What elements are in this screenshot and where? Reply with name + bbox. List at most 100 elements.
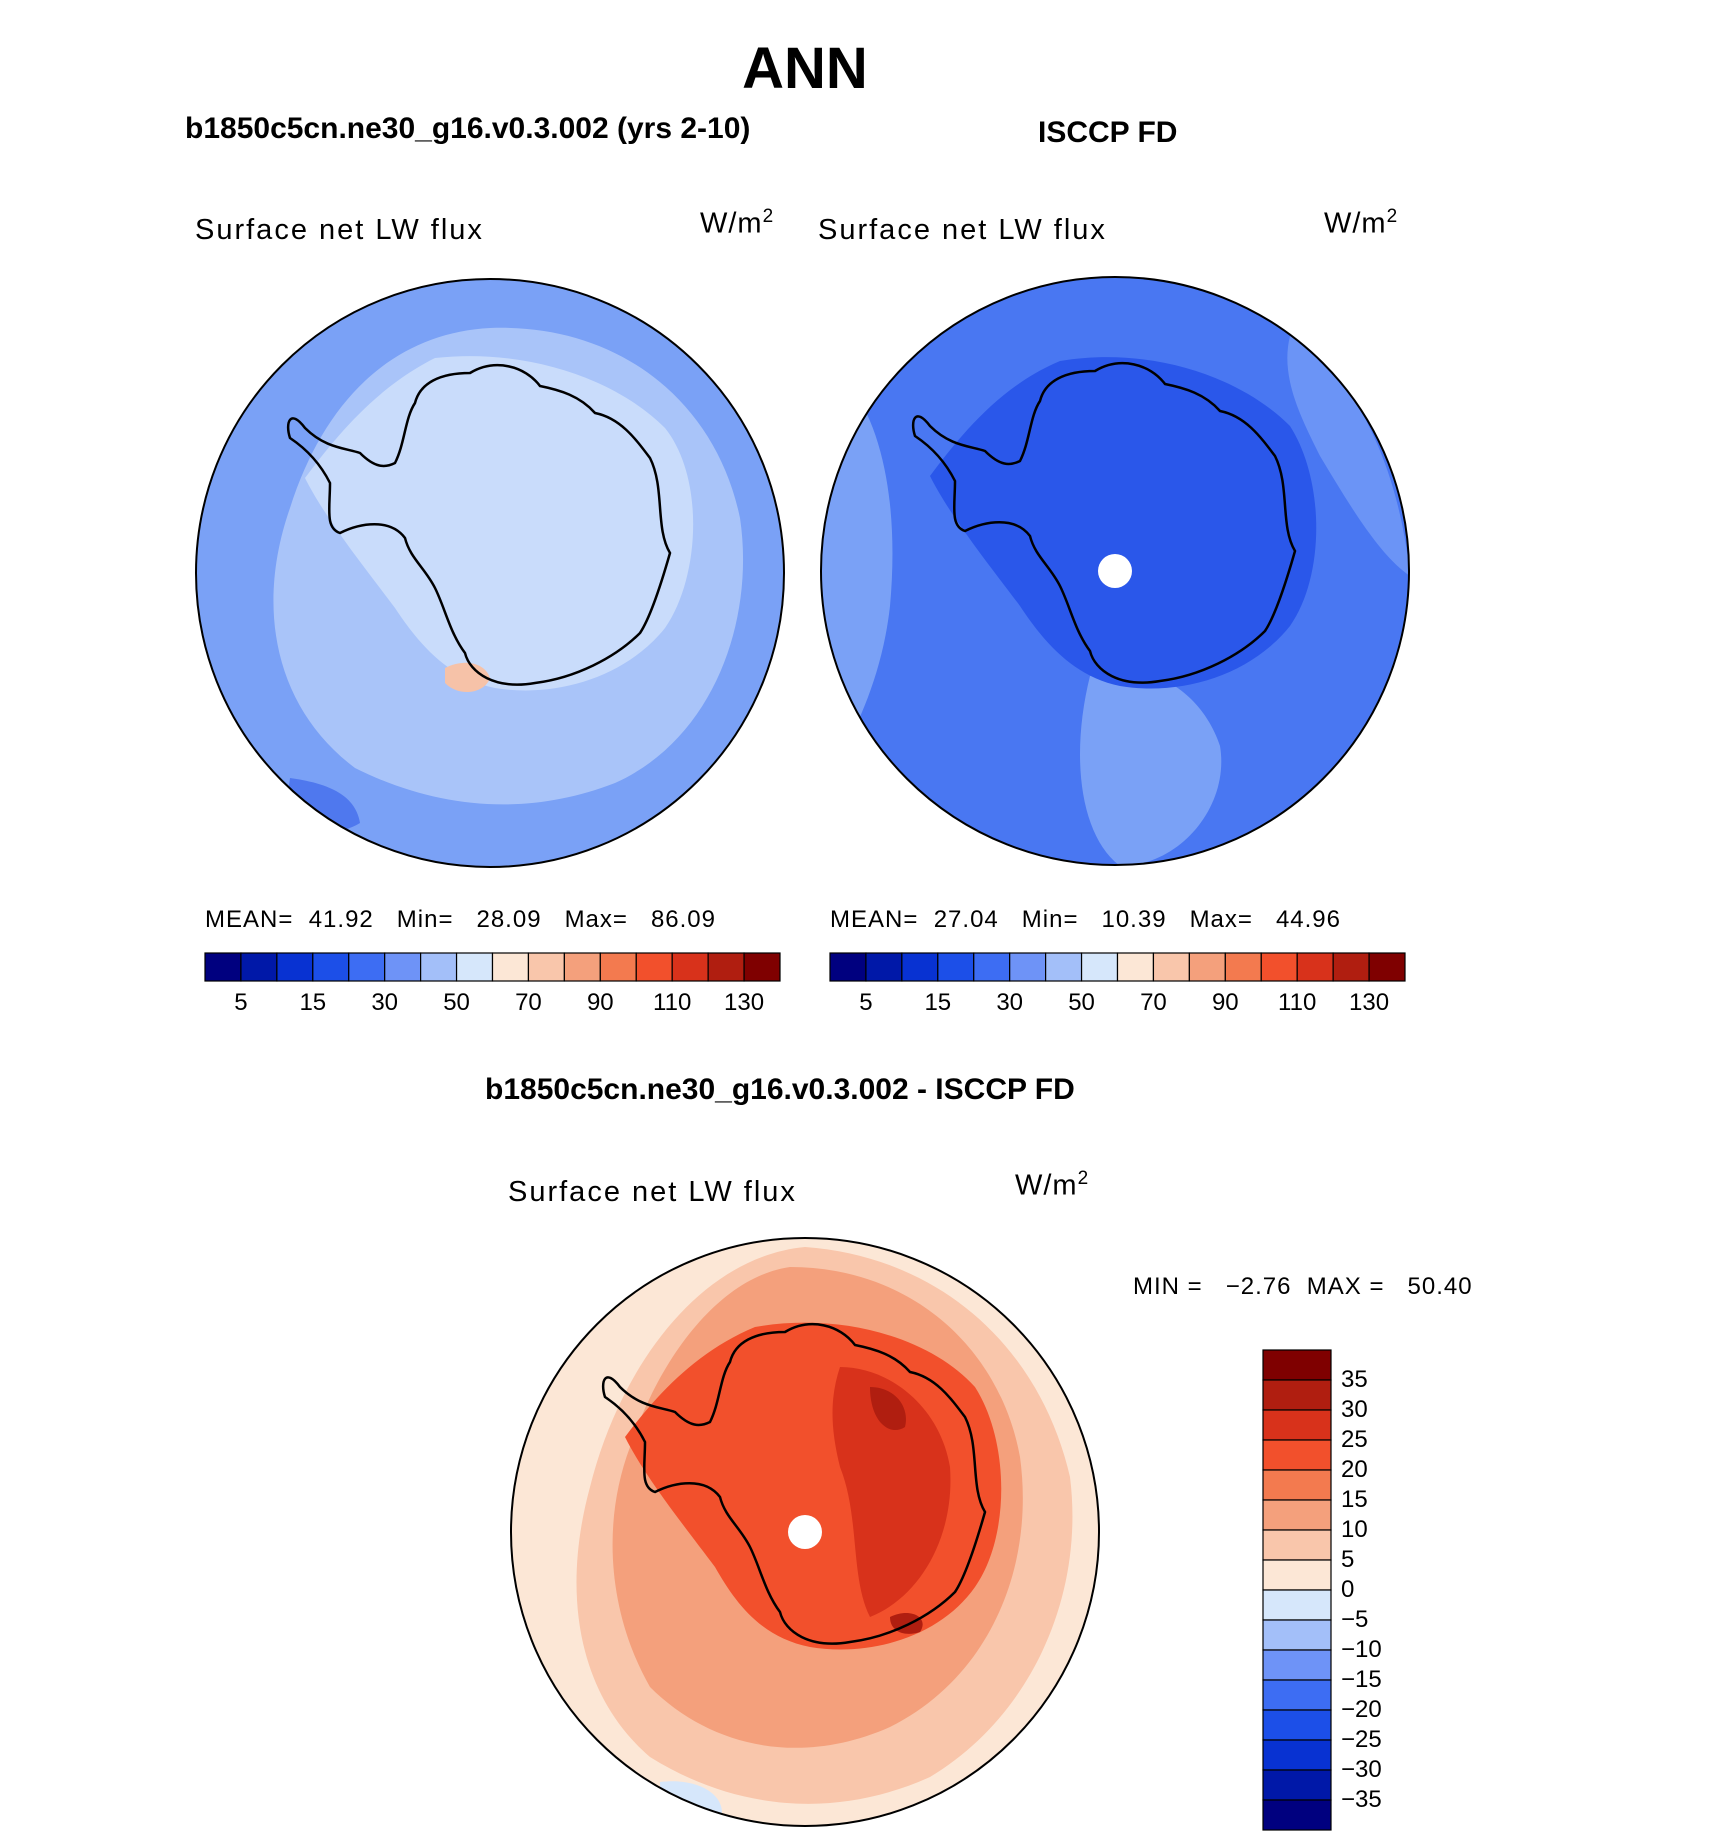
obs-colorbar-box-6	[1045, 952, 1083, 982]
diff-colorbar-tick-label: −20	[1341, 1696, 1382, 1723]
diff-colorbar-box-10	[1262, 1649, 1332, 1681]
model-colorbar-tick-label: 5	[234, 989, 248, 1016]
diff-colorbar-box-11	[1262, 1679, 1332, 1711]
model-colorbar-box-15	[743, 952, 781, 982]
diff-colorbar-tick-label: −15	[1341, 1666, 1382, 1693]
model-colorbar-box-4	[348, 952, 386, 982]
diff-stats: MIN = −2.76 MAX = 50.40	[1133, 1273, 1473, 1300]
model-colorbar-tick-label: 90	[586, 989, 614, 1016]
diff-colorbar-box-6	[1262, 1529, 1332, 1561]
obs-colorbar-box-14	[1332, 952, 1370, 982]
model-polar-map	[195, 278, 785, 868]
model-colorbar-box-12	[635, 952, 673, 982]
diff-colorbar-box-7	[1262, 1559, 1332, 1591]
model-colorbar-box-14	[707, 952, 745, 982]
diff-colorbar-box-2	[1262, 1409, 1332, 1441]
model-case-title: b1850c5cn.ne30_g16.v0.3.002 (yrs 2-10)	[185, 112, 751, 145]
diff-title: b1850c5cn.ne30_g16.v0.3.002 - ISCCP FD	[485, 1073, 1075, 1106]
diff-colorbar-tick-label: 0	[1341, 1576, 1355, 1603]
diff-units: W/m2	[1015, 1168, 1090, 1202]
obs-colorbar-box-2	[901, 952, 939, 982]
obs-colorbar-tick-label: 110	[1278, 989, 1317, 1016]
diff-colorbar-box-1	[1262, 1379, 1332, 1411]
diff-colorbar-box-12	[1262, 1709, 1332, 1741]
diff-colorbar-tick-label: −25	[1341, 1726, 1382, 1753]
obs-colorbar-box-1	[865, 952, 903, 982]
diff-colorbar-box-13	[1262, 1739, 1332, 1771]
diff-pole-hole	[788, 1515, 822, 1549]
diff-colorbar-tick-label: 20	[1341, 1456, 1368, 1483]
diff-colorbar-tick-label: 30	[1341, 1396, 1368, 1423]
model-colorbar-tick-label: 110	[653, 989, 692, 1016]
diff-colorbar-tick-label: 25	[1341, 1426, 1368, 1453]
obs-title: ISCCP FD	[1038, 116, 1178, 149]
diff-colorbar-tick-label: −10	[1341, 1636, 1382, 1663]
obs-polar-map	[820, 276, 1410, 866]
obs-variable-label: Surface net LW flux	[818, 214, 1107, 246]
diff-variable-label: Surface net LW flux	[508, 1176, 797, 1208]
model-colorbar-box-0	[204, 952, 242, 982]
obs-colorbar-box-8	[1116, 952, 1155, 982]
obs-colorbar-tick-label: 50	[1068, 989, 1095, 1016]
obs-colorbar	[829, 952, 1406, 982]
model-colorbar-box-1	[240, 952, 278, 982]
diff-colorbar-tick-label: 5	[1341, 1546, 1355, 1573]
obs-colorbar-box-11	[1224, 952, 1262, 982]
diff-colorbar-box-4	[1262, 1469, 1332, 1501]
diff-colorbar-box-3	[1262, 1439, 1332, 1471]
diff-colorbar-box-14	[1262, 1769, 1332, 1801]
obs-colorbar-box-9	[1152, 952, 1190, 982]
diff-colorbar-tick-label: −35	[1341, 1786, 1382, 1813]
model-colorbar-tick-label: 70	[515, 989, 542, 1016]
diff-colorbar-tick-label: −30	[1341, 1756, 1382, 1783]
model-colorbar-box-13	[671, 952, 709, 982]
obs-colorbar-box-3	[937, 952, 975, 982]
obs-colorbar-box-15	[1368, 952, 1406, 982]
model-colorbar-box-8	[491, 952, 530, 982]
diff-colorbar-box-15	[1262, 1799, 1332, 1831]
model-colorbar-box-3	[312, 952, 350, 982]
diff-antarctica-coastline	[601, 1323, 987, 1645]
diff-field-hot	[832, 1367, 951, 1617]
obs-colorbar-box-12	[1260, 952, 1298, 982]
diff-colorbar-box-9	[1262, 1619, 1332, 1651]
obs-colorbar-tick-label: 90	[1211, 989, 1239, 1016]
model-variable-label: Surface net LW flux	[195, 214, 484, 246]
model-antarctica-coastline	[286, 364, 672, 686]
model-colorbar-tick-label: 50	[443, 989, 470, 1016]
obs-antarctica-coastline	[911, 362, 1297, 684]
model-colorbar-box-7	[455, 952, 494, 982]
model-colorbar-box-11	[599, 952, 637, 982]
model-units: W/m2	[700, 206, 775, 240]
diff-colorbar-tick-label: −5	[1341, 1606, 1369, 1633]
obs-colorbar-box-0	[829, 952, 867, 982]
diff-colorbar-box-8	[1262, 1589, 1332, 1621]
obs-colorbar-tick-label: 30	[996, 989, 1024, 1016]
model-colorbar-tick-label: 30	[371, 989, 399, 1016]
model-colorbar-tick-label: 15	[299, 989, 327, 1016]
diff-colorbar-tick-label: 15	[1341, 1486, 1368, 1513]
obs-colorbar-tick-label: 15	[924, 989, 952, 1016]
obs-field-light-east	[1287, 336, 1409, 576]
obs-colorbar-box-10	[1188, 952, 1226, 982]
obs-colorbar-tick-label: 130	[1349, 989, 1390, 1016]
model-colorbar-box-5	[384, 952, 422, 982]
season-title: ANN	[742, 36, 868, 101]
diff-field-hot-core	[870, 1387, 923, 1634]
obs-colorbar-tick-label: 5	[859, 989, 873, 1016]
diff-polar-map	[510, 1237, 1100, 1827]
obs-stats: MEAN= 27.04 Min= 10.39 Max= 44.96	[830, 906, 1341, 933]
obs-pole-hole	[1098, 554, 1132, 588]
obs-colorbar-tick-label: 70	[1140, 989, 1167, 1016]
model-colorbar-box-10	[563, 952, 601, 982]
diff-colorbar-box-5	[1262, 1499, 1332, 1531]
diff-colorbar-tick-label: 10	[1341, 1516, 1368, 1543]
model-colorbar-tick-label: 130	[724, 989, 765, 1016]
model-field-warm	[445, 662, 490, 693]
model-colorbar-box-2	[276, 952, 314, 982]
obs-units: W/m2	[1324, 206, 1399, 240]
diff-colorbar	[1262, 1349, 1332, 1831]
model-stats: MEAN= 41.92 Min= 28.09 Max= 86.09	[205, 906, 716, 933]
obs-colorbar-box-13	[1296, 952, 1334, 982]
diff-colorbar-tick-label: 35	[1341, 1366, 1368, 1393]
